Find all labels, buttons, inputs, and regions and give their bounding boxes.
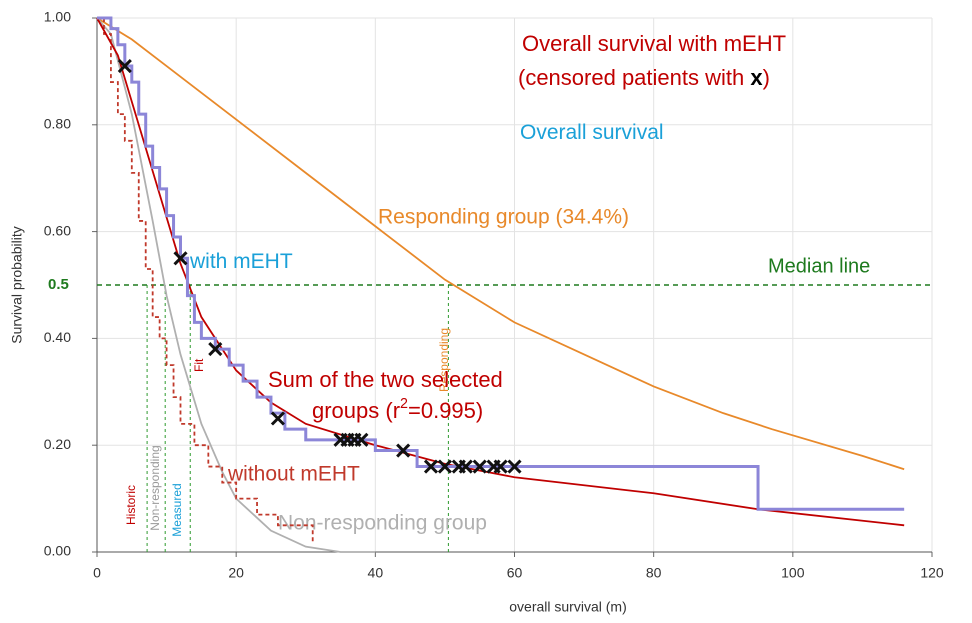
x-tick-label: 100	[781, 565, 805, 581]
y-tick-label: 0.40	[44, 329, 71, 345]
annotation-part: Overall survival	[520, 121, 664, 144]
y-tick-label: 1.00	[44, 9, 71, 25]
censored-stroke	[354, 432, 369, 447]
annotation-part: x	[750, 65, 763, 90]
censored-stroke	[396, 443, 411, 458]
median-tick-label: 0.5	[48, 276, 69, 293]
series-line	[97, 17, 314, 542]
y-tick-label: 0.80	[44, 116, 71, 132]
censored-stroke	[472, 459, 487, 474]
series-label: without mEHT	[227, 463, 360, 486]
x-tick-label: 0	[93, 565, 101, 581]
annotation: Overall survival	[520, 121, 664, 144]
x-tick-label: 80	[646, 565, 662, 581]
median-label: Median line	[768, 255, 870, 277]
annotation: Overall survival with mEHT	[522, 31, 786, 56]
y-tick-label: 0.00	[44, 543, 71, 559]
censored-stroke	[208, 342, 223, 357]
annotation-part: =0.995)	[408, 398, 483, 423]
annotation: with mEHT	[189, 250, 293, 273]
censored-mark	[437, 459, 452, 474]
censored-mark	[173, 251, 188, 266]
annotation-part: (censored patients with	[518, 65, 750, 90]
marker-label: Non-responding	[148, 445, 162, 530]
marker-label: Responding	[437, 328, 451, 392]
annotation-part: Overall survival with mEHT	[522, 31, 786, 56]
series-label: Responding group (34.4%)	[378, 206, 629, 229]
annotation-part: Fit	[192, 358, 206, 372]
censored-stroke	[270, 411, 285, 426]
marker-label: Historic	[124, 485, 138, 525]
censored-mark	[493, 459, 508, 474]
annotation: Sum of the two selected	[268, 367, 503, 392]
censored-stroke	[423, 459, 439, 474]
series-label: Non-responding group	[278, 512, 487, 535]
annotation: (censored patients with x)	[518, 65, 770, 90]
x-tick-label: 120	[920, 565, 944, 581]
censored-mark	[458, 459, 473, 474]
censored-stroke	[458, 459, 473, 474]
marker-label: Measured	[170, 483, 184, 536]
annotation: groups (r2=0.995)	[312, 396, 483, 423]
censored-stroke	[507, 459, 522, 474]
censored-mark	[507, 459, 522, 474]
censored-stroke	[493, 459, 508, 474]
annotation-part: groups (r	[312, 398, 400, 423]
censored-mark	[396, 443, 411, 458]
annotation-part: )	[763, 65, 770, 90]
x-axis-title: overall survival (m)	[509, 599, 626, 615]
annotation-part: with mEHT	[189, 250, 293, 273]
censored-mark	[423, 459, 439, 474]
y-tick-label: 0.60	[44, 222, 71, 238]
annotation-part: Sum of the two selected	[268, 367, 503, 392]
censored-mark	[270, 411, 285, 426]
censored-stroke	[437, 459, 452, 474]
censored-mark	[117, 58, 132, 74]
censored-mark	[354, 432, 369, 447]
series-line	[96, 17, 905, 471]
series-line	[97, 16, 905, 511]
y-tick-label: 0.20	[44, 436, 71, 452]
censored-stroke	[173, 251, 188, 266]
annotation-part: 2	[400, 396, 408, 412]
y-axis-title: Survival probability	[9, 226, 25, 344]
x-tick-label: 40	[368, 565, 384, 581]
annotation: Fit	[192, 358, 206, 372]
censored-mark	[472, 459, 487, 474]
censored-mark	[208, 342, 223, 357]
x-tick-label: 20	[228, 565, 244, 581]
x-tick-label: 60	[507, 565, 523, 581]
censored-stroke	[117, 58, 132, 74]
series-line	[96, 17, 376, 553]
